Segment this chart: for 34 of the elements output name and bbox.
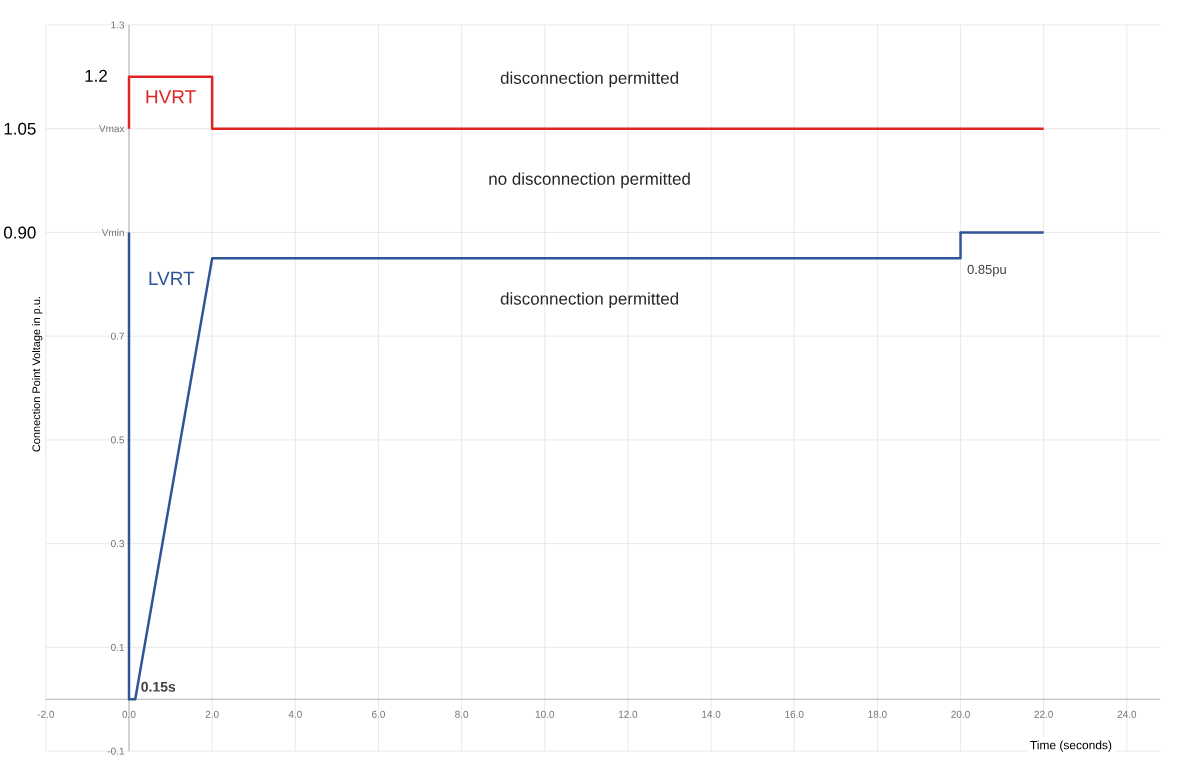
x-tick-label: 0.0: [122, 710, 136, 718]
y-tick-label: 0.5: [111, 436, 125, 444]
x-axis-title: Time (seconds): [1030, 740, 1112, 752]
annotation: disconnection permitted: [500, 71, 679, 88]
text: 1.05: [4, 122, 36, 135]
y-axis-title: Connection Point Voltage in p.u.: [32, 296, 43, 452]
annotation: no disconnection permitted: [489, 172, 690, 189]
x-tick-label: 20.0: [951, 710, 970, 718]
x-tick-label: 12.0: [618, 710, 638, 718]
x-tick-label: 14.0: [702, 710, 721, 718]
x-tick-label: 16.0: [785, 710, 804, 718]
x-tick-label: 6.0: [372, 710, 386, 718]
annotation: 0.15s: [141, 681, 176, 692]
series-label: LVRT: [149, 271, 195, 285]
series-label: HVRT: [146, 90, 196, 104]
text: 0.90: [3, 226, 36, 239]
x-tick-label: 2.0: [205, 710, 219, 718]
annotation: 1.2: [85, 69, 107, 82]
x-tick-label: 22.0: [1034, 710, 1053, 718]
y-tick-label: -0.1: [107, 747, 124, 755]
annotation: disconnection permitted: [500, 292, 679, 309]
y-tick-label: 0.1: [111, 643, 124, 651]
x-tick-label: 8.0: [455, 710, 469, 718]
y-tick-label: 0.3: [111, 540, 125, 548]
y-tick-label: Vmax: [99, 125, 125, 133]
y-tick-label: 1.3: [111, 21, 125, 29]
x-tick-label: -2.0: [37, 710, 55, 718]
x-tick-label: 18.0: [868, 710, 887, 718]
y-tick-label: 0.7: [111, 332, 124, 340]
y-tick-label: Vmin: [101, 228, 124, 236]
annotation: 0.85pu: [967, 264, 1006, 277]
x-tick-label: 4.0: [288, 710, 302, 718]
x-tick-label: 24.0: [1117, 710, 1137, 718]
x-tick-label: 10.0: [535, 710, 555, 718]
